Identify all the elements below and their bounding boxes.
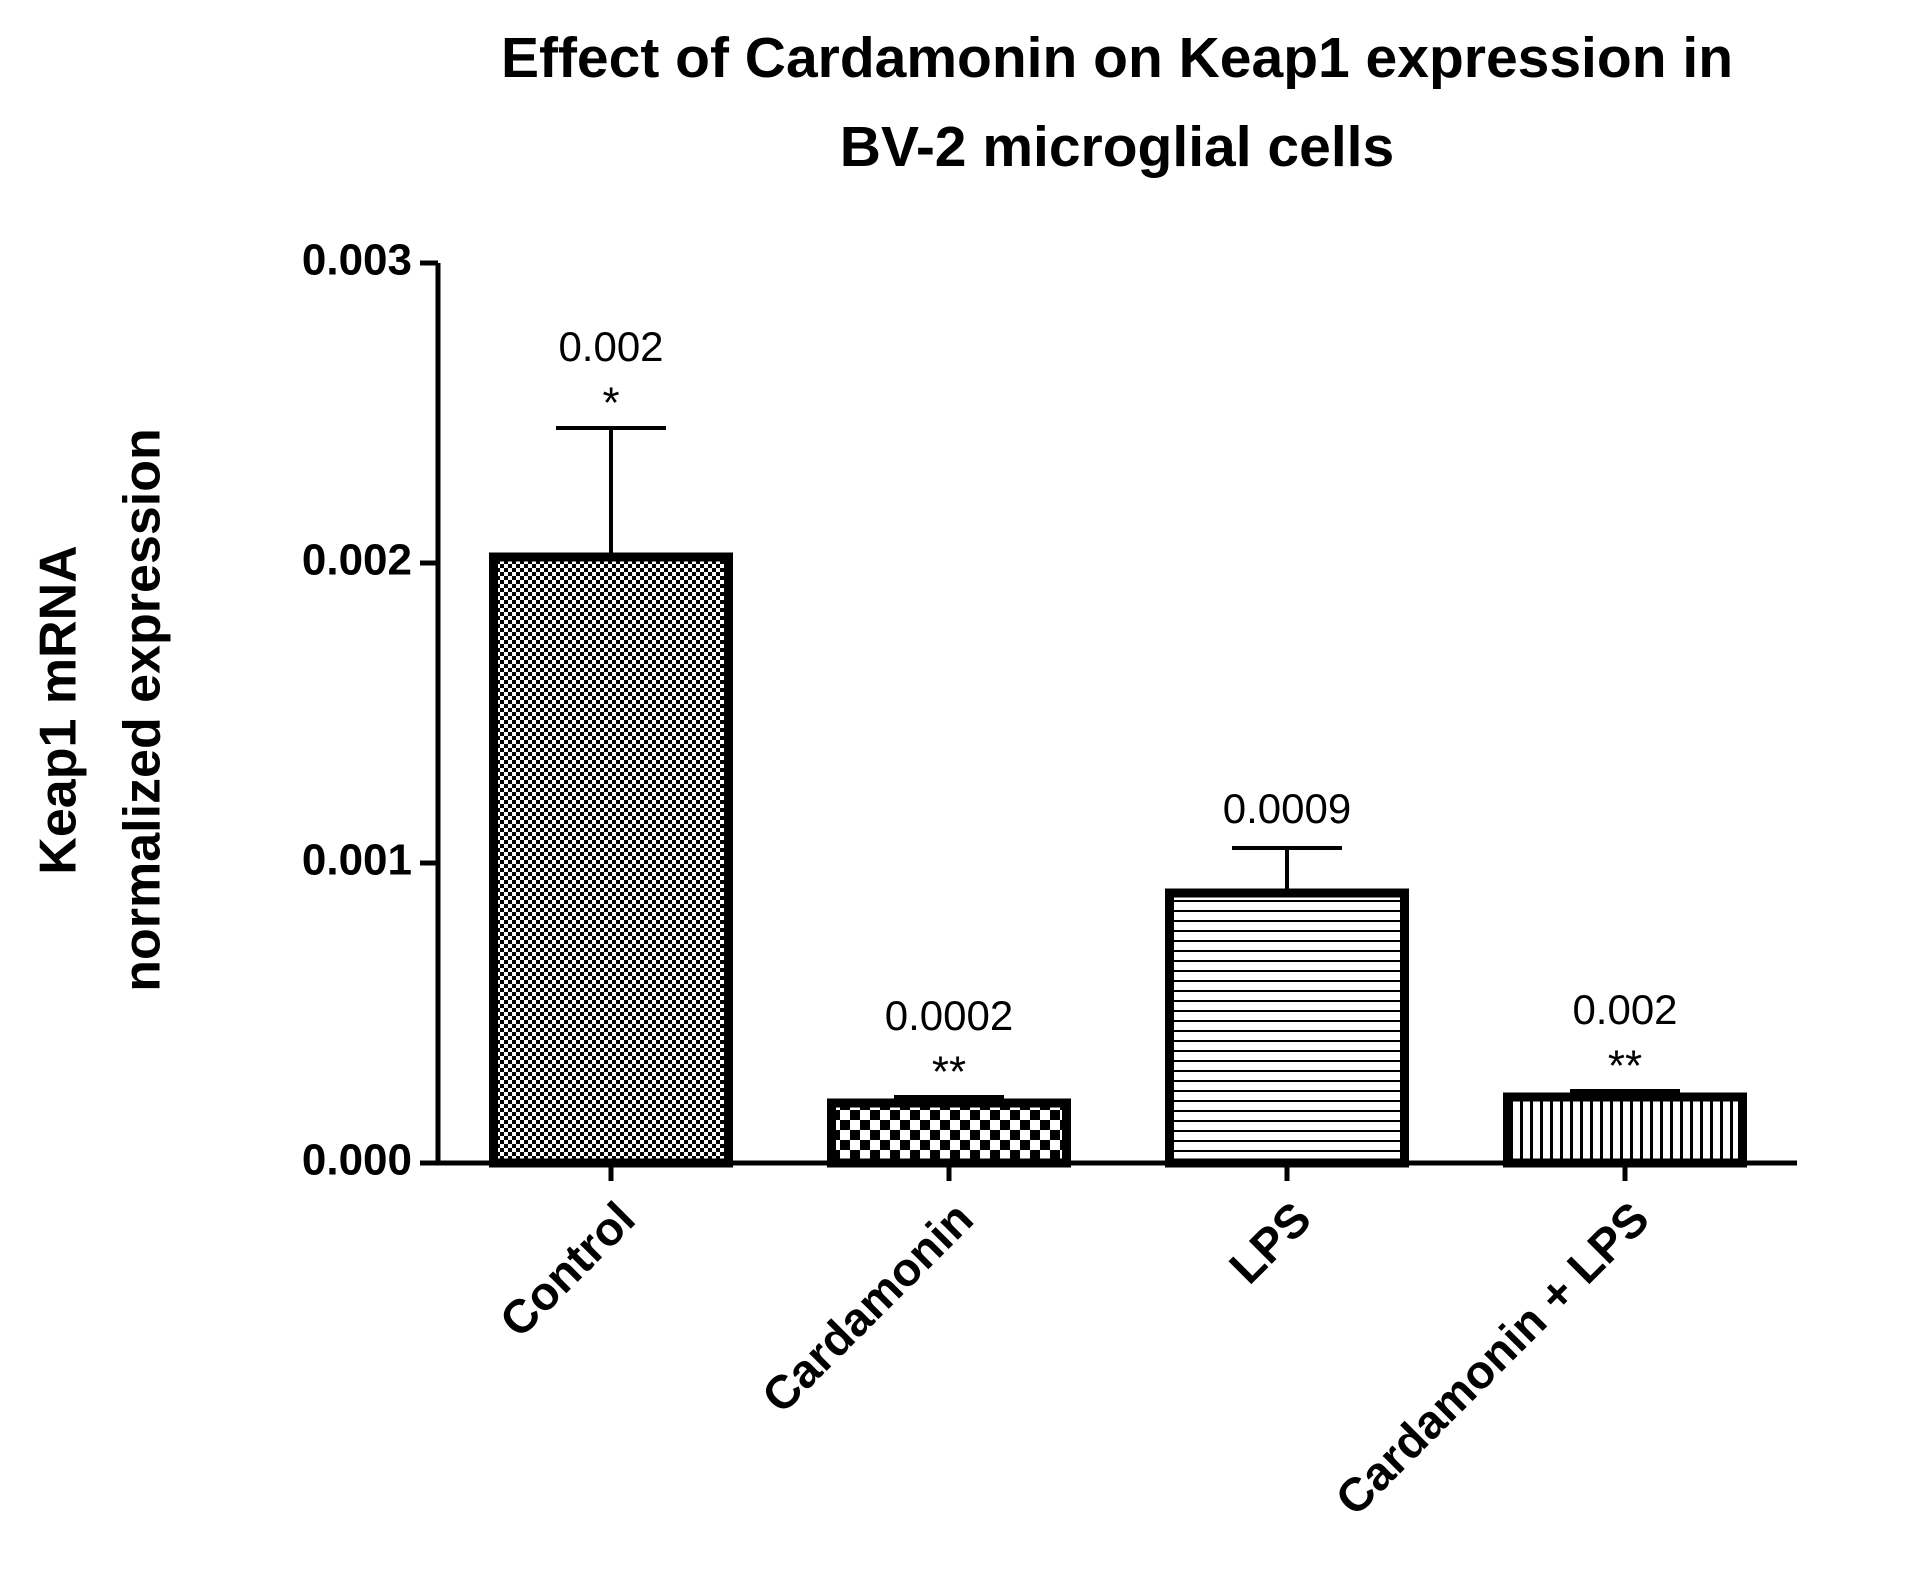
x-tick-label: Cardamonin <box>751 1191 982 1422</box>
y-tick-label: 0.001 <box>302 836 412 885</box>
significance: ** <box>932 1048 966 1097</box>
chart-title: Effect of Cardamonin on Keap1 expression… <box>501 26 1733 90</box>
bar <box>827 1098 1071 1168</box>
x-tick-label: Cardamonin + LPS <box>1325 1191 1659 1525</box>
significance: ** <box>1608 1042 1642 1091</box>
bar <box>489 552 733 1168</box>
x-tick-label: Control <box>489 1191 645 1347</box>
significance: * <box>602 379 619 428</box>
y-tick-label: 0.002 <box>302 536 412 585</box>
x-tick-label: LPS <box>1219 1191 1321 1293</box>
bar <box>1503 1092 1747 1168</box>
annotation: 0.002 <box>1572 986 1677 1033</box>
annotation: 0.0002 <box>885 992 1013 1039</box>
y-axis-label: normalized expression <box>114 428 172 992</box>
y-tick-label: 0.003 <box>302 236 412 285</box>
annotation: 0.0009 <box>1223 785 1351 832</box>
y-axis-label: Keap1 mRNA <box>30 545 88 874</box>
chart-title: BV-2 microglial cells <box>840 115 1394 179</box>
annotation: 0.002 <box>558 323 663 370</box>
bar <box>1165 888 1409 1168</box>
y-tick-label: 0.000 <box>302 1136 412 1185</box>
